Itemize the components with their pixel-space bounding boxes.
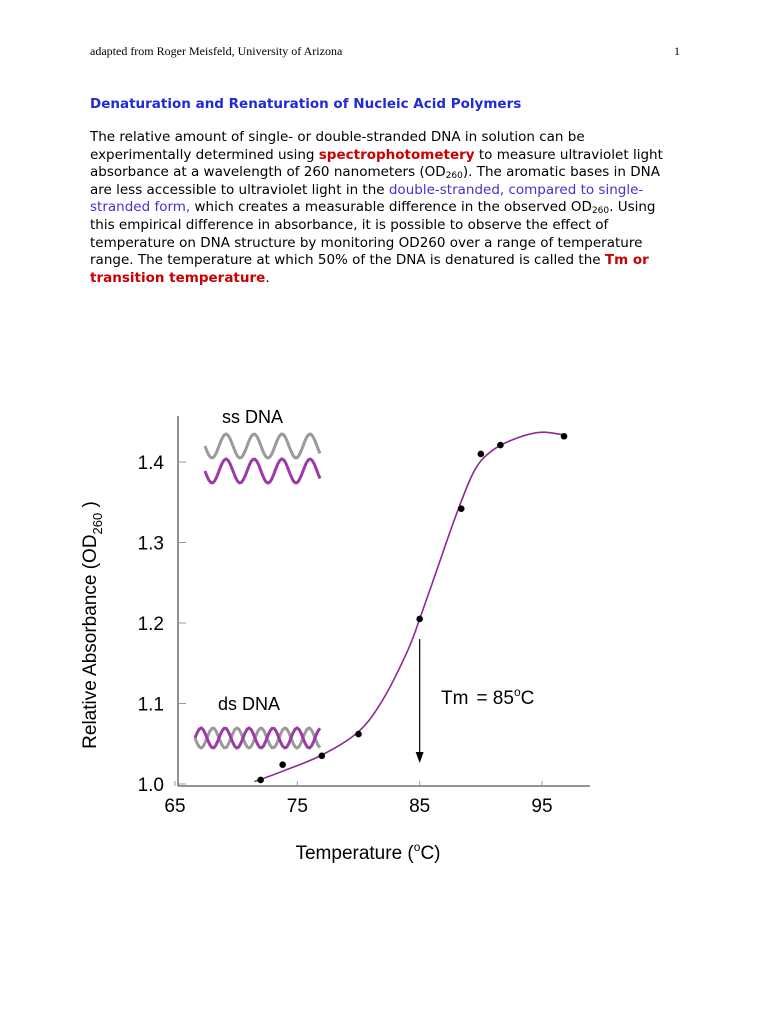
od-subscript: 260 bbox=[445, 171, 463, 182]
od-subscript: 260 bbox=[591, 206, 610, 217]
data-point bbox=[257, 776, 264, 784]
ss-dna-label: ss DNA bbox=[222, 407, 283, 427]
page-header: adapted from Roger Meisfeld, University … bbox=[90, 44, 680, 59]
tm-arrow-head bbox=[415, 752, 424, 763]
ds-dna-helix-icon bbox=[193, 726, 322, 750]
x-axis-label: Temperature (oC) bbox=[295, 840, 440, 864]
text-run: The relative amount of single- or double… bbox=[90, 129, 585, 163]
y-axis-label: Relative Absorbance (OD260 ) bbox=[80, 501, 105, 749]
ds-strand-two bbox=[193, 726, 322, 750]
data-points-layer bbox=[257, 432, 568, 784]
x-tick-label: 85 bbox=[409, 796, 430, 817]
x-tick-label: 95 bbox=[531, 796, 552, 817]
melting-curve-line bbox=[254, 431, 567, 783]
attribution-text: adapted from Roger Meisfeld, University … bbox=[90, 44, 343, 58]
body-paragraph: The relative amount of single- or double… bbox=[90, 129, 680, 287]
y-tick-label: 1.1 bbox=[138, 695, 164, 716]
tm-arrow bbox=[415, 639, 424, 763]
text-run: . bbox=[265, 269, 270, 286]
y-tick-label: 1.3 bbox=[138, 534, 164, 555]
chart-axes bbox=[177, 416, 590, 787]
y-tick-label: 1.2 bbox=[138, 614, 164, 635]
chart-ticks: 1.0 1.1 1.2 1.3 1.4 65 75 85 95 bbox=[138, 453, 553, 817]
tm-term: Tm or transition temperature bbox=[90, 252, 649, 286]
data-point bbox=[318, 752, 326, 760]
ss-dna-helix-icon bbox=[203, 432, 322, 485]
ds-dna-label: ds DNA bbox=[218, 694, 280, 714]
x-tick-label: 75 bbox=[287, 796, 308, 817]
denaturation-chart: 1.0 1.1 1.2 1.3 1.4 65 75 85 95 Relative Absorba… bbox=[80, 407, 590, 864]
data-point bbox=[457, 505, 465, 512]
spectrophotometry-term: spectrophotometery bbox=[318, 146, 475, 163]
ds-strand-one bbox=[193, 726, 322, 750]
data-point bbox=[416, 615, 423, 623]
ss-strand-upper bbox=[203, 432, 322, 460]
y-tick-label: 1.0 bbox=[138, 775, 164, 796]
y-tick-label: 1.4 bbox=[138, 453, 165, 474]
ss-strand-lower bbox=[203, 457, 322, 485]
text-run: which creates a measurable difference in… bbox=[190, 199, 592, 216]
stranded-comparison-text: double-stranded, compared to single-stra… bbox=[90, 181, 644, 216]
data-point bbox=[355, 730, 362, 738]
text-run: . Using this empirical difference in abs… bbox=[90, 199, 656, 269]
data-point bbox=[477, 450, 485, 458]
melting-curve-layer bbox=[254, 431, 567, 783]
text-run: ). The aromatic bases in DNA are less ac… bbox=[90, 164, 660, 198]
data-point bbox=[279, 761, 286, 768]
x-tick-label: 65 bbox=[164, 796, 185, 817]
section-title: Denaturation and Renaturation of Nucleic… bbox=[90, 96, 522, 112]
data-point bbox=[497, 441, 504, 449]
text-run: to measure ultraviolet light absorbance … bbox=[90, 146, 663, 181]
data-point bbox=[560, 432, 568, 440]
tm-label: Tm = 85oC bbox=[441, 685, 534, 709]
page-number: 1 bbox=[674, 44, 680, 58]
